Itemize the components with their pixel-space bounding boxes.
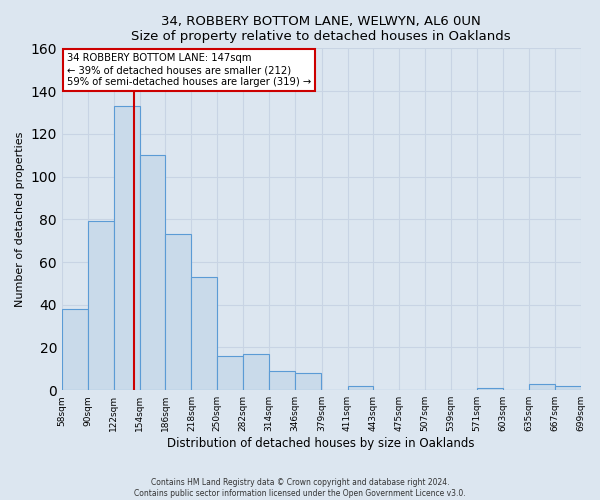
Bar (62, 309, 88, 390)
Title: 34, ROBBERY BOTTOM LANE, WELWYN, AL6 0UN
Size of property relative to detached h: 34, ROBBERY BOTTOM LANE, WELWYN, AL6 0UN… (131, 15, 511, 43)
Bar (191, 277, 217, 390)
Bar (347, 386, 373, 390)
Y-axis label: Number of detached properties: Number of detached properties (15, 132, 25, 307)
Bar (269, 371, 295, 390)
Bar (88, 222, 113, 390)
Bar (477, 388, 503, 390)
Bar (166, 234, 191, 390)
Bar (529, 384, 554, 390)
Bar (217, 356, 243, 390)
Bar (295, 373, 321, 390)
Bar (554, 386, 581, 390)
X-axis label: Distribution of detached houses by size in Oaklands: Distribution of detached houses by size … (167, 437, 475, 450)
Bar (113, 106, 140, 390)
Bar (243, 354, 269, 390)
Bar (140, 155, 166, 390)
Text: Contains HM Land Registry data © Crown copyright and database right 2024.
Contai: Contains HM Land Registry data © Crown c… (134, 478, 466, 498)
Text: 34 ROBBERY BOTTOM LANE: 147sqm
← 39% of detached houses are smaller (212)
59% of: 34 ROBBERY BOTTOM LANE: 147sqm ← 39% of … (67, 54, 311, 86)
